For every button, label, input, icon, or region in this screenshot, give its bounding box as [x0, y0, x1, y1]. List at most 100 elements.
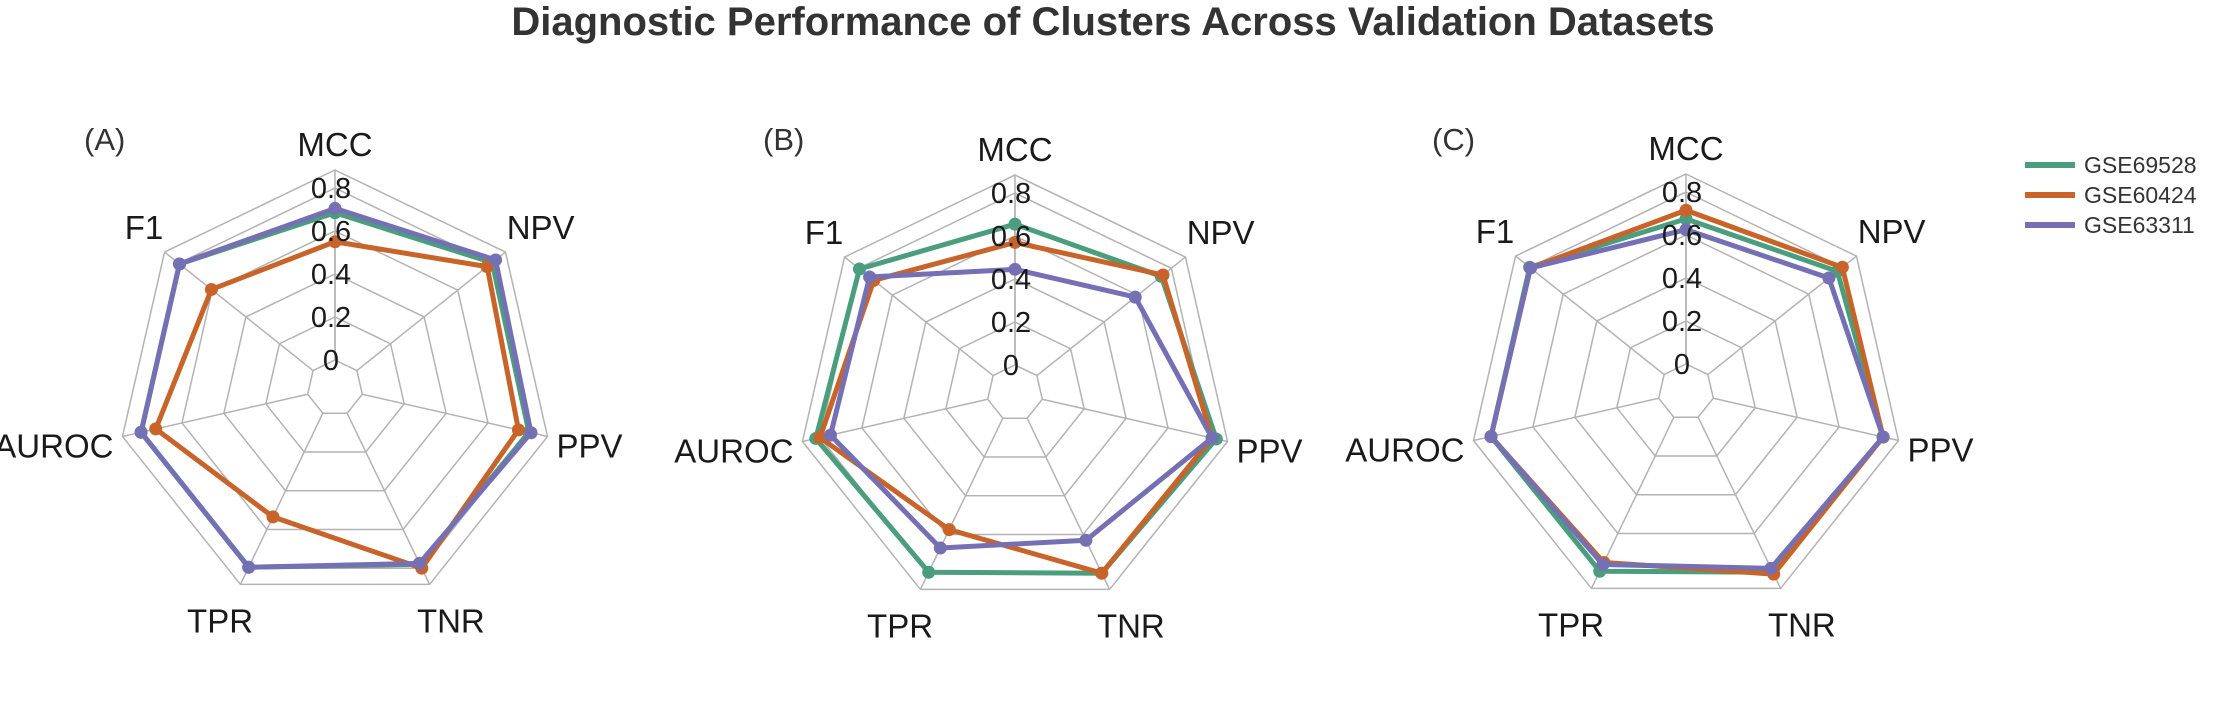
- data-point-gse60424-mcc: [1008, 235, 1022, 249]
- data-point-gse60424-auroc: [813, 431, 827, 445]
- data-point-gse63311-auroc: [823, 428, 837, 442]
- grid-spoke: [919, 417, 1004, 590]
- tick-label: 0.2: [991, 307, 1031, 339]
- grid-frame: [1472, 173, 1900, 590]
- data-point-gse69528-tpr: [922, 565, 936, 579]
- grid-frame: [801, 174, 1229, 591]
- panel-label: (B): [763, 122, 804, 157]
- grid-ring: [903, 278, 1127, 497]
- axis-label-mcc: MCC: [977, 131, 1052, 168]
- grid-ring: [264, 316, 406, 453]
- tick-label: 0: [1003, 350, 1019, 382]
- grid-ring: [306, 359, 364, 414]
- axis-label-tpr: TPR: [867, 607, 933, 644]
- axis-label-ppv: PPV: [1908, 431, 1974, 468]
- tick-label: 0.6: [991, 221, 1031, 253]
- axis-label-f1: F1: [1476, 213, 1515, 250]
- tick-label: 0.2: [1662, 306, 1702, 338]
- legend: GSE69528 GSE60424 GSE63311: [2025, 152, 2197, 238]
- axis-label-npv: NPV: [1858, 213, 1926, 250]
- data-point-gse63311-ppv: [1876, 430, 1890, 444]
- axis-label-mcc: MCC: [1648, 130, 1723, 167]
- data-point-gse63311-f1: [863, 270, 877, 284]
- grid-ring: [861, 235, 1169, 536]
- data-point-gse63311-tpr: [1596, 557, 1610, 571]
- axis-label-tnr: TNR: [1097, 607, 1165, 644]
- radar-panel-a: 0 0.2 0.4 0.6 0.8 MCC NPV PPV TNR TPR AUROC F1 (A): [0, 122, 623, 639]
- axis-label-tnr: TNR: [1768, 606, 1836, 643]
- grid-spoke: [346, 412, 431, 585]
- grid-spoke: [1697, 416, 1782, 589]
- grid-ring: [1615, 320, 1757, 457]
- axis-label-ppv: PPV: [1237, 432, 1303, 469]
- legend-label-gse63311: GSE63311: [2084, 212, 2195, 238]
- series-line-gse60424: [153, 239, 521, 571]
- series-line-gse63311: [138, 205, 534, 570]
- chart-title: Diagnostic Performance of Clusters Acros…: [511, 0, 1715, 44]
- tick-label: 0.2: [311, 302, 351, 334]
- data-point-gse63311-f1: [1523, 261, 1537, 275]
- axis-label-tpr: TPR: [187, 602, 253, 639]
- tick-label: 0.4: [311, 259, 351, 291]
- data-point-gse63311-tpr: [933, 541, 947, 555]
- tick-label: 0: [323, 345, 339, 377]
- data-point-gse60424-tpr: [266, 510, 280, 524]
- grid-spoke: [1515, 255, 1665, 376]
- grid-ring: [1657, 363, 1715, 418]
- axis-label-auroc: AUROC: [0, 427, 113, 464]
- radar-panel-b: 0 0.2 0.4 0.6 0.8 MCC NPV PPV TNR TPR AUROC F1 (B): [674, 122, 1302, 644]
- axis-label-npv: NPV: [507, 209, 575, 246]
- data-point-gse60424-npv: [1156, 268, 1170, 282]
- panel-label: (C): [1432, 122, 1475, 157]
- legend-label-gse69528: GSE69528: [2084, 152, 2197, 178]
- grid-spoke: [1042, 398, 1228, 443]
- data-point-gse63311-mcc: [1679, 223, 1693, 237]
- data-point-gse69528-f1: [852, 262, 866, 276]
- tick-label: 0.8: [311, 173, 351, 205]
- grid-ring: [1532, 234, 1840, 535]
- axis-label-auroc: AUROC: [674, 432, 793, 469]
- grid-spoke: [356, 251, 506, 372]
- data-point-gse63311-tnr: [1079, 533, 1093, 547]
- tick-label: 0: [1674, 349, 1690, 381]
- grid-frame: [121, 169, 549, 586]
- data-point-gse63311-tnr: [1764, 561, 1778, 575]
- data-point-gse63311-tnr: [412, 556, 426, 570]
- data-point-gse60424-mcc: [1679, 203, 1693, 217]
- data-point-gse63311-mcc: [328, 201, 342, 215]
- data-point-gse63311-mcc: [1008, 262, 1022, 276]
- axis-label-auroc: AUROC: [1345, 431, 1464, 468]
- data-point-gse63311-auroc: [1484, 430, 1498, 444]
- data-point-gse60424-mcc: [328, 235, 342, 249]
- grid-spoke: [239, 412, 324, 585]
- axis-label-f1: F1: [125, 209, 164, 246]
- data-point-gse63311-f1: [172, 257, 186, 271]
- data-point-gse63311-auroc: [134, 425, 148, 439]
- data-point-gse63311-ppv: [1205, 431, 1219, 445]
- grid-spoke: [1026, 417, 1111, 590]
- grid-ring: [223, 273, 447, 492]
- axis-label-ppv: PPV: [557, 427, 623, 464]
- data-point-gse63311-ppv: [524, 426, 538, 440]
- grid-ring: [944, 321, 1086, 458]
- data-point-gse60424-tpr: [942, 523, 956, 537]
- grid-spoke: [1473, 397, 1659, 442]
- radar-panel-c: 0 0.2 0.4 0.6 0.8 MCC NPV PPV TNR TPR AUROC F1 (C): [1345, 122, 1973, 643]
- data-point-gse60424-ppv: [511, 423, 525, 437]
- grid-spoke: [1713, 397, 1899, 442]
- data-point-gse60424-npv: [1835, 260, 1849, 274]
- grid-ring: [1574, 277, 1798, 496]
- tick-label: 0.8: [1662, 177, 1702, 209]
- grid-ring: [986, 364, 1044, 419]
- legend-label-gse60424: GSE60424: [2084, 182, 2197, 208]
- axis-label-f1: F1: [805, 214, 844, 251]
- axis-label-mcc: MCC: [297, 126, 372, 163]
- data-point-gse60424-auroc: [149, 422, 163, 436]
- data-point-gse60424-tnr: [1095, 566, 1109, 580]
- axis-label-npv: NPV: [1187, 214, 1255, 251]
- data-point-gse63311-npv: [1128, 290, 1142, 304]
- data-point-gse60424-f1: [204, 282, 218, 296]
- series-line-gse63311: [1488, 227, 1886, 571]
- data-point-gse63311-npv: [1822, 271, 1836, 285]
